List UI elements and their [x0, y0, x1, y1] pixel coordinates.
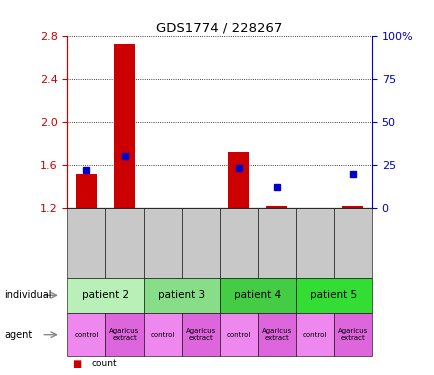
- Title: GDS1774 / 228267: GDS1774 / 228267: [156, 21, 282, 34]
- Bar: [342, 206, 362, 208]
- Text: control: control: [302, 332, 326, 338]
- Bar: [228, 152, 249, 208]
- Text: Agaricus
extract: Agaricus extract: [185, 328, 215, 341]
- Text: Agaricus
extract: Agaricus extract: [109, 328, 139, 341]
- Text: Agaricus
extract: Agaricus extract: [337, 328, 367, 341]
- Text: patient 3: patient 3: [158, 290, 205, 300]
- Text: patient 4: patient 4: [233, 290, 281, 300]
- Text: ■: ■: [72, 359, 81, 369]
- Text: control: control: [150, 332, 174, 338]
- Text: control: control: [74, 332, 99, 338]
- Bar: [266, 206, 286, 208]
- Text: patient 5: patient 5: [309, 290, 357, 300]
- Text: patient 2: patient 2: [82, 290, 129, 300]
- Text: count: count: [91, 359, 117, 368]
- Bar: [114, 44, 135, 208]
- Text: control: control: [226, 332, 250, 338]
- Text: agent: agent: [4, 330, 33, 340]
- Text: individual: individual: [4, 290, 52, 300]
- Text: Agaricus
extract: Agaricus extract: [261, 328, 291, 341]
- Bar: [76, 174, 97, 208]
